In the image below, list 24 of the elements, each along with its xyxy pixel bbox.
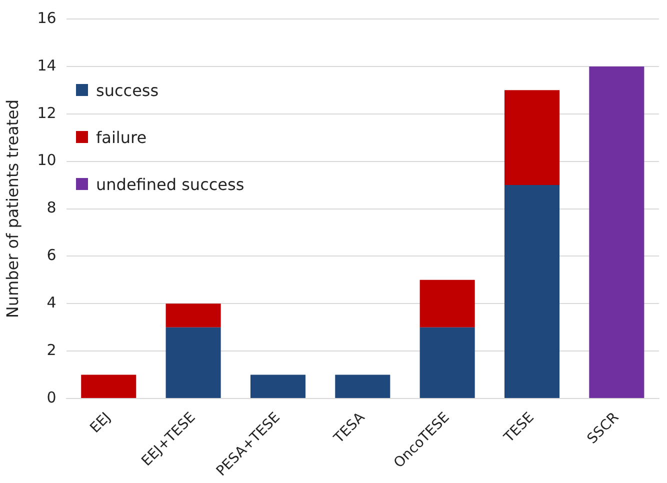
y-tick-label: 2	[46, 340, 56, 359]
y-axis-title: Number of patients treated	[2, 99, 22, 318]
y-tick-label: 4	[46, 294, 56, 312]
bar	[166, 327, 221, 398]
legend-label: failure	[96, 128, 147, 146]
bar	[504, 90, 560, 186]
y-tick-label: 12	[37, 104, 56, 122]
bar	[335, 374, 390, 398]
y-tick-label: 14	[37, 56, 56, 74]
bar	[420, 280, 475, 328]
y-tick-label: 8	[46, 198, 56, 217]
y-tick-label: 0	[46, 388, 56, 406]
y-tick-label: 10	[37, 151, 56, 170]
legend-label: undefined success	[96, 174, 244, 194]
bar	[250, 374, 306, 398]
bar	[166, 304, 221, 328]
bar	[81, 374, 136, 398]
y-tick-label: 16	[37, 8, 56, 27]
bar	[504, 185, 560, 398]
bar	[420, 327, 475, 398]
bar	[589, 66, 644, 398]
x-tick-label: EEJ	[87, 410, 114, 436]
legend-label: success	[96, 80, 159, 100]
y-tick-label: 6	[46, 246, 56, 264]
